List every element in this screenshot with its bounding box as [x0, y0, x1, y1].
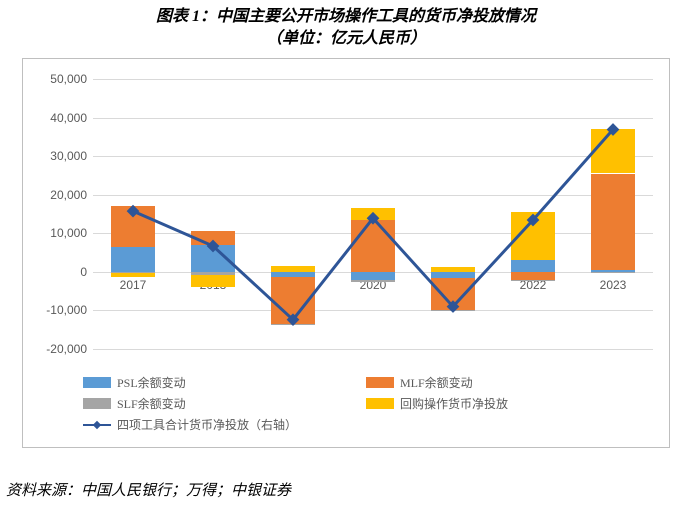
legend-item-mlf: MLF余额变动	[366, 374, 649, 391]
legend-swatch-repo	[366, 398, 394, 409]
legend-label: PSL余额变动	[117, 374, 186, 391]
source-text: 资料来源：中国人民银行；万得；中银证券	[6, 479, 291, 500]
y-axis-label: -20,000	[27, 342, 87, 356]
legend-item-psl: PSL余额变动	[83, 374, 366, 391]
chart-container: -20,000 -10,000 0 10,000 20,000 30,000 40,000 5…	[22, 58, 670, 448]
legend-label: SLF余额变动	[117, 395, 186, 412]
legend: PSL余额变动 MLF余额变动 SLF余额变动 回购操作货币净投放四项工具合计货币净投…	[83, 374, 649, 437]
line-marker	[127, 205, 140, 218]
y-axis-label: 30,000	[27, 149, 87, 163]
legend-swatch-mlf	[366, 377, 394, 388]
y-axis-label: 40,000	[27, 111, 87, 125]
y-axis-label: 50,000	[27, 72, 87, 86]
title-line-1: 图表 1：中国主要公开市场操作工具的货币净投放情况	[0, 6, 692, 28]
plot-area: -20,000-10,000010,00020,00030,00040,0005…	[93, 79, 653, 349]
legend-swatch-slf	[83, 398, 111, 409]
y-axis-label: 10,000	[27, 226, 87, 240]
legend-label: 四项工具合计货币净投放（右轴）	[117, 416, 297, 433]
legend-item-repo: 回购操作货币净投放	[366, 395, 649, 412]
y-axis-label: 20,000	[27, 188, 87, 202]
title-line-2: （单位：亿元人民币）	[0, 28, 692, 50]
y-axis-label: 0	[27, 265, 87, 279]
legend-label: MLF余额变动	[400, 374, 473, 391]
legend-item-line: 四项工具合计货币净投放（右轴）	[83, 416, 366, 433]
grid-line	[93, 349, 653, 350]
legend-label: 回购操作货币净投放	[400, 395, 508, 412]
trend-line	[133, 130, 613, 320]
y-axis-label: -10,000	[27, 303, 87, 317]
legend-item-slf: SLF余额变动	[83, 395, 366, 412]
legend-swatch-line	[83, 419, 111, 431]
line-overlay	[93, 79, 653, 349]
chart-title: 图表 1：中国主要公开市场操作工具的货币净投放情况 （单位：亿元人民币）	[0, 0, 692, 51]
legend-swatch-psl	[83, 377, 111, 388]
